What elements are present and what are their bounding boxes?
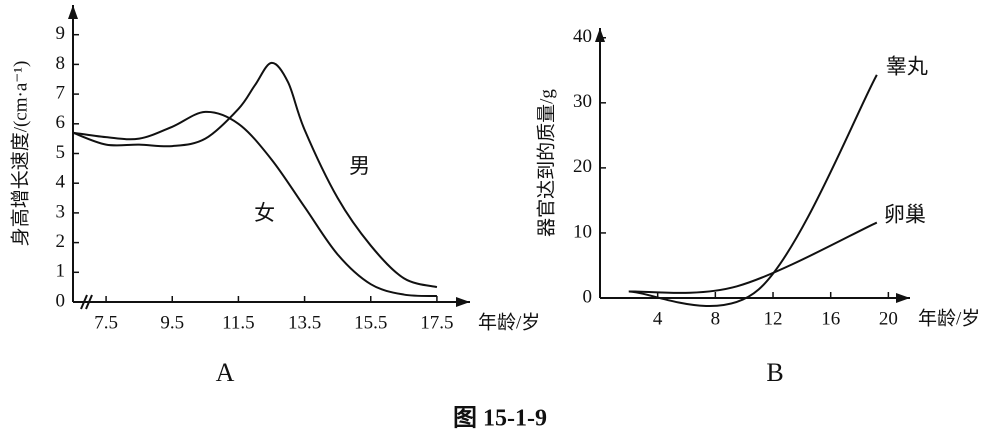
series-label: 男 [349, 154, 370, 178]
x-axis-arrow [456, 297, 470, 307]
x-tick-label: 15.5 [354, 312, 387, 333]
x-tick-label: 20 [879, 308, 898, 329]
x-axis-arrow [896, 293, 910, 303]
x-axis-label: 年龄/岁 [478, 311, 540, 333]
x-tick-label: 16 [821, 308, 840, 329]
y-tick-label: 20 [573, 156, 592, 177]
y-tick-label: 9 [56, 23, 66, 44]
series-line [628, 221, 878, 294]
y-tick-label: 0 [583, 286, 593, 307]
y-axis-arrow [595, 28, 605, 42]
y-axis-label: 身高增长速度/(cm·a⁻¹) [9, 61, 31, 247]
figure-caption: 图 15-1-9 [453, 405, 547, 432]
x-axis-label: 年龄/岁 [918, 307, 980, 329]
y-tick-label: 2 [56, 231, 66, 252]
x-tick-label: 17.5 [420, 312, 453, 333]
panel-label: A [216, 358, 235, 387]
y-tick-label: 3 [56, 201, 66, 222]
x-tick-label: 7.5 [94, 312, 118, 333]
panel-label: B [766, 358, 783, 387]
y-tick-label: 10 [573, 221, 592, 242]
y-tick-label: 6 [56, 112, 66, 133]
series-label: 卵巢 [884, 202, 926, 226]
axis-break [80, 294, 93, 310]
x-tick-label: 11.5 [222, 312, 255, 333]
series-line [72, 110, 437, 298]
y-tick-label: 7 [56, 82, 66, 103]
series-label: 睾丸 [886, 55, 928, 79]
x-tick-label: 13.5 [288, 312, 321, 333]
y-tick-label: 0 [56, 290, 66, 311]
y-tick-label: 1 [56, 261, 66, 282]
x-tick-label: 8 [711, 308, 721, 329]
y-axis-label: 器官达到的质量/g [535, 89, 557, 237]
y-tick-label: 30 [573, 91, 592, 112]
y-tick-label: 40 [573, 26, 592, 47]
y-axis-arrow [68, 5, 78, 19]
y-tick-label: 8 [56, 53, 66, 74]
series-label: 女 [254, 201, 275, 225]
x-tick-label: 4 [653, 308, 663, 329]
x-tick-label: 9.5 [160, 312, 184, 333]
x-tick-label: 12 [764, 308, 783, 329]
series-line [72, 61, 438, 289]
y-tick-label: 4 [56, 172, 66, 193]
series-line [628, 74, 878, 307]
y-tick-label: 5 [56, 142, 66, 163]
